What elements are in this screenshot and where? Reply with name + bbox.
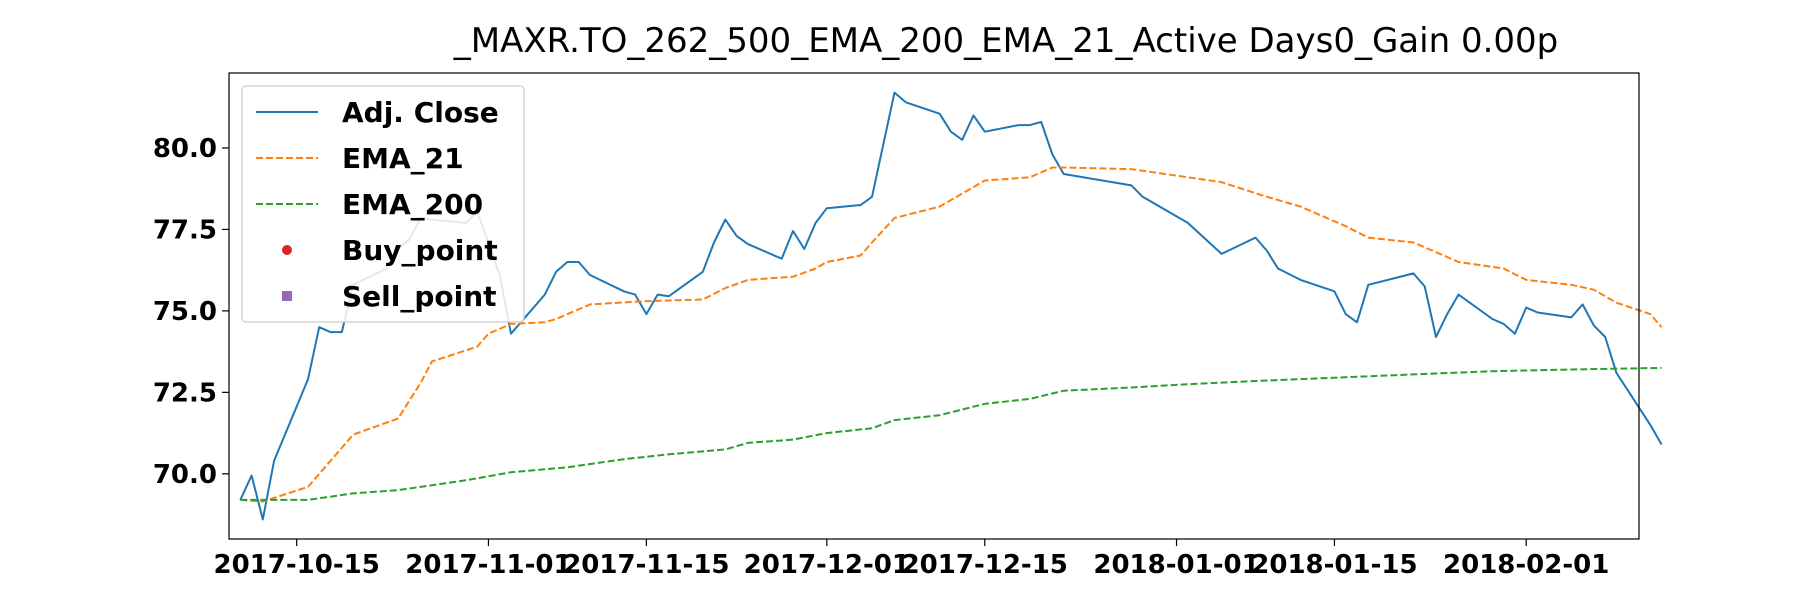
legend-label-buy-point: Buy_point [342, 234, 498, 267]
x-tick-label: 2017-11-01 [405, 550, 571, 580]
x-tick-label: 2017-11-15 [563, 550, 729, 580]
plot-frame [228, 72, 1640, 540]
x-tick-label: 2017-12-15 [902, 550, 1068, 580]
legend-swatch-sell-point [282, 291, 292, 301]
legend-label-ema-21: EMA_21 [342, 142, 464, 175]
x-tick-label: 2018-01-15 [1251, 550, 1417, 580]
y-tick-label: 70.0 [153, 460, 217, 490]
y-axis: 70.0 72.5 75.0 77.5 80.0 [153, 134, 229, 490]
y-tick-label: 80.0 [153, 134, 217, 164]
y-tick-label: 75.0 [153, 297, 217, 327]
chart-title: _MAXR.TO_262_500_EMA_200_EMA_21_Active D… [453, 21, 1558, 61]
legend-swatch-buy-point [282, 245, 292, 255]
legend-label-sell-point: Sell_point [342, 280, 497, 313]
legend-label-adj-close: Adj. Close [342, 96, 499, 129]
y-tick-label: 77.5 [153, 215, 217, 245]
y-tick-label: 72.5 [153, 378, 217, 408]
x-tick-label: 2018-02-01 [1443, 550, 1609, 580]
series-line-ema-200 [240, 366, 1662, 501]
legend-box [241, 85, 525, 323]
x-tick-label: 2017-12-01 [744, 550, 910, 580]
x-tick-label: 2018-01-01 [1093, 550, 1259, 580]
x-tick-label: 2017-10-15 [214, 550, 380, 580]
legend: Adj. Close EMA_21 EMA_200 Buy_point Sell_poi… [241, 85, 525, 323]
series-line-ema-21 [240, 166, 1663, 503]
legend-label-ema-200: EMA_200 [342, 188, 483, 221]
